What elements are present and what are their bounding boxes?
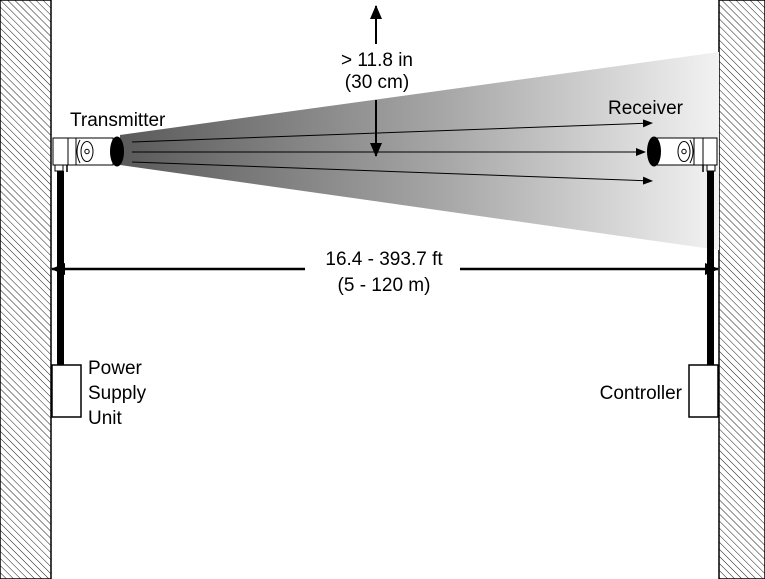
distance-label-m: (5 - 120 m) [338,275,431,296]
clearance-label-cm: (30 cm) [345,72,409,93]
power-supply-box [51,364,82,418]
clearance-label-in: > 11.8 in [341,50,413,71]
distance-label-ft: 16.4 - 393.7 ft [325,249,443,270]
beam-cone [120,52,719,250]
receiver-device [647,136,718,172]
psu-label-line1: Power [88,358,143,379]
receiver-lens [647,136,661,167]
psu-label-line3: Unit [88,408,123,429]
controller-label: Controller [600,383,683,404]
transmitter-label: Transmitter [70,110,166,131]
beam-ray-lower [131,161,653,185]
transmitter-device [52,136,124,172]
transmitter-lens [110,136,124,167]
receiver-label: Receiver [608,98,684,119]
psu-label-line2: Supply [88,383,147,404]
beam-ray-upper [131,119,653,143]
right-wall [718,0,765,579]
controller-box [688,364,719,418]
left-wall [0,0,52,579]
